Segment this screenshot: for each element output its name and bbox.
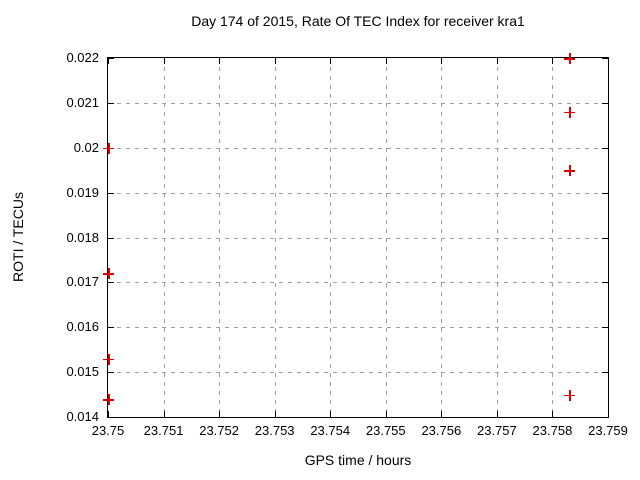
horizontal-gridline xyxy=(108,102,608,104)
x-tick-label: 23.753 xyxy=(254,423,295,438)
x-tick-top xyxy=(274,58,276,64)
y-tick-label: 0.014 xyxy=(66,409,99,424)
y-tick-label: 0.019 xyxy=(66,184,99,200)
y-tick-label: 0.022 xyxy=(66,50,99,65)
data-point xyxy=(564,389,576,401)
plot-area: 23.75 23.751 23.752 23.753 23.754 23.755 23.75… xyxy=(66,50,627,438)
x-tick-bottom xyxy=(330,411,332,417)
y-tick-left xyxy=(108,58,114,59)
y-tick-right xyxy=(602,417,608,418)
data-point xyxy=(564,165,576,177)
x-tick-bottom xyxy=(219,411,221,417)
y-tick-label: 0.021 xyxy=(66,94,99,110)
y-tick-label: 0.016 xyxy=(66,319,99,335)
x-tick-label: 23.75 xyxy=(91,423,125,438)
y-tick-right xyxy=(602,102,608,104)
x-tick-label: 23.752 xyxy=(199,423,239,438)
horizontal-gridline xyxy=(108,282,608,284)
y-tick-right xyxy=(602,282,608,284)
x-tick-label: 23.751 xyxy=(143,423,184,438)
horizontal-gridline xyxy=(108,192,608,194)
x-tick-top xyxy=(552,58,554,64)
y-tick-left xyxy=(108,372,114,374)
x-tick-top xyxy=(441,58,443,64)
y-tick-label: 0.015 xyxy=(66,364,99,380)
x-tick-top xyxy=(163,58,165,64)
x-tick-top xyxy=(608,58,609,64)
x-tick-bottom xyxy=(441,411,443,417)
y-tick-label: 0.017 xyxy=(66,274,99,290)
x-tick-top xyxy=(385,58,387,64)
x-tick-top xyxy=(330,58,332,64)
y-tick-left xyxy=(108,102,114,104)
x-tick-bottom xyxy=(108,411,109,417)
horizontal-gridline xyxy=(108,372,608,374)
y-tick-left xyxy=(108,282,114,284)
x-tick-label: 23.758 xyxy=(532,423,573,438)
x-tick-bottom xyxy=(552,411,554,417)
x-tick-top xyxy=(496,58,498,64)
y-tick-right xyxy=(602,192,608,194)
data-point xyxy=(103,353,114,365)
x-tick-label: 23.757 xyxy=(476,423,517,438)
x-tick-bottom xyxy=(496,411,498,417)
x-tick-label: 23.756 xyxy=(421,423,462,438)
horizontal-gridline xyxy=(108,237,608,239)
x-tick-bottom xyxy=(274,411,276,417)
y-tick-right xyxy=(602,237,608,239)
y-tick-left xyxy=(108,237,114,239)
x-tick-label: 23.754 xyxy=(310,423,351,438)
y-tick-left xyxy=(108,417,114,418)
x-tick-top xyxy=(108,58,109,64)
data-point xyxy=(103,268,114,280)
data-point xyxy=(564,106,576,118)
x-tick-bottom xyxy=(163,411,165,417)
horizontal-gridline xyxy=(108,327,608,329)
x-tick-bottom xyxy=(608,411,609,417)
x-tick-top xyxy=(219,58,221,64)
data-point xyxy=(103,394,114,406)
data-point xyxy=(564,53,576,64)
y-axis-label: ROTI / TECUs xyxy=(10,192,26,282)
horizontal-gridline xyxy=(108,147,608,149)
data-point xyxy=(103,142,114,154)
x-tick-label: 23.759 xyxy=(588,423,628,438)
y-tick-right xyxy=(602,372,608,374)
x-tick-label: 23.755 xyxy=(365,423,406,438)
chart-title: Day 174 of 2015, Rate Of TEC Index for r… xyxy=(191,13,525,29)
x-tick-bottom xyxy=(385,411,387,417)
y-tick-left xyxy=(108,192,114,194)
y-tick-left xyxy=(108,327,114,329)
y-tick-right xyxy=(602,147,608,149)
x-axis-label: GPS time / hours xyxy=(304,452,412,468)
y-tick-right xyxy=(602,327,608,329)
y-tick-label: 0.018 xyxy=(66,229,99,245)
y-tick-label: 0.02 xyxy=(73,139,99,155)
y-tick-right xyxy=(602,58,608,59)
